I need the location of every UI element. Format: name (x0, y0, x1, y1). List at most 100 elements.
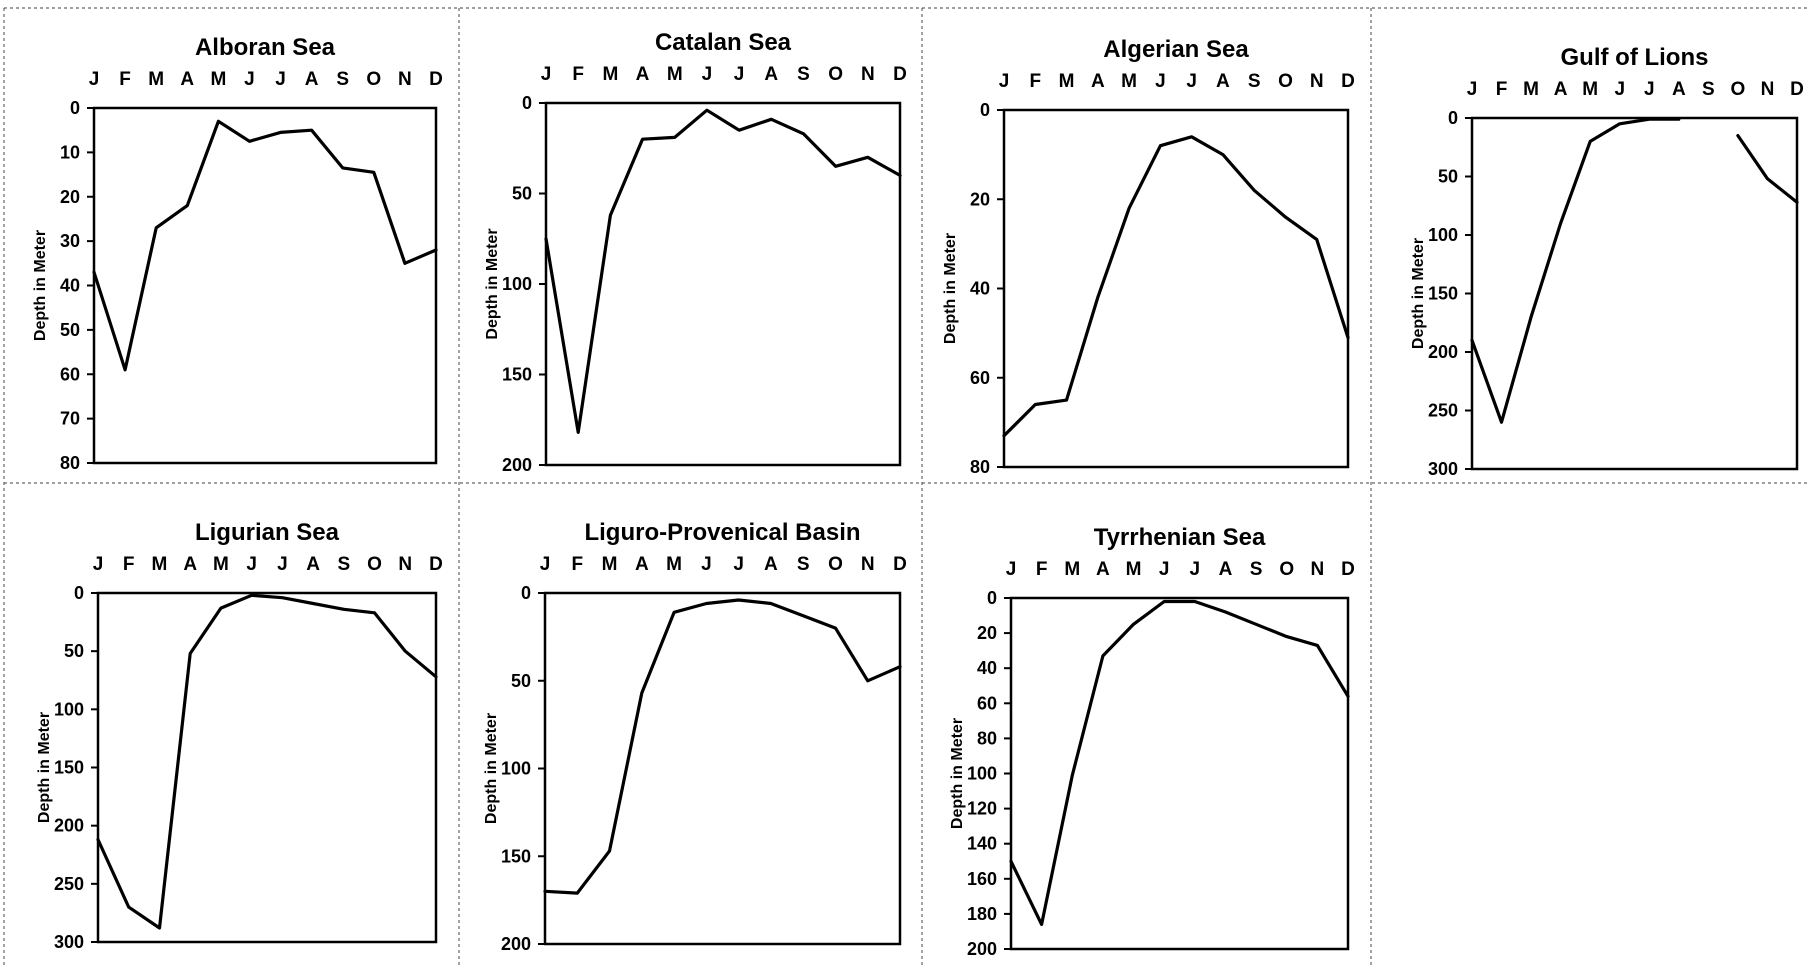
y-tick-label: 0 (987, 588, 997, 608)
x-tick-label: A (1554, 79, 1568, 100)
y-tick-label: 200 (501, 934, 531, 954)
y-tick-label: 200 (1428, 342, 1458, 362)
x-tick-label: M (210, 69, 226, 90)
x-tick-label: J (1186, 71, 1197, 92)
y-axis-label: Depth in Meter (942, 233, 959, 344)
x-tick-label: N (398, 69, 412, 90)
x-tick-label: A (1672, 79, 1686, 100)
y-tick-label: 60 (977, 693, 997, 713)
y-tick-label: 80 (60, 453, 80, 473)
y-tick-label: 80 (977, 728, 997, 748)
y-tick-label: 100 (502, 274, 532, 294)
y-tick-label: 0 (980, 100, 990, 120)
y-tick-label: 0 (70, 98, 80, 118)
x-tick-label: S (336, 69, 349, 90)
x-tick-label: M (666, 554, 682, 575)
x-tick-label: D (429, 554, 443, 575)
x-tick-label: M (602, 554, 618, 575)
y-tick-label: 250 (1428, 401, 1458, 421)
y-tick-label: 40 (970, 279, 990, 299)
series-line (1002, 135, 1350, 438)
y-tick-label: 120 (967, 799, 997, 819)
x-tick-label: D (1341, 71, 1355, 92)
plot-frame (543, 591, 902, 946)
y-axis-label: Depth in Meter (483, 713, 500, 824)
x-tick-label: M (1582, 79, 1598, 100)
x-tick-label: M (667, 64, 683, 85)
x-tick-label: F (119, 69, 131, 90)
x-tick-label: A (180, 69, 194, 90)
y-tick-label: 20 (970, 189, 990, 209)
x-tick-label: J (93, 554, 104, 575)
x-tick-label: A (636, 64, 650, 85)
y-axis-label: Depth in Meter (32, 230, 49, 341)
x-tick-label: D (1341, 559, 1355, 580)
y-tick-label: 100 (967, 764, 997, 784)
y-tick-label: 50 (64, 641, 84, 661)
x-tick-label: J (541, 64, 552, 85)
x-tick-label: A (305, 69, 319, 90)
y-tick-label: 80 (970, 457, 990, 477)
y-tick-label: 50 (511, 671, 531, 691)
x-tick-label: J (89, 69, 100, 90)
series-line (1470, 117, 1681, 424)
x-tick-label: D (1790, 79, 1804, 100)
chart-title: Algerian Sea (1103, 36, 1249, 63)
series-line (1736, 134, 1799, 204)
series-line (96, 593, 438, 930)
y-tick-label: 200 (54, 816, 84, 836)
x-tick-label: N (1761, 79, 1775, 100)
y-tick-label: 60 (60, 364, 80, 384)
y-tick-label: 140 (967, 834, 997, 854)
x-tick-label: F (1029, 71, 1041, 92)
x-tick-label: N (861, 64, 875, 85)
x-tick-label: J (733, 554, 744, 575)
x-tick-label: J (244, 69, 255, 90)
x-tick-label: D (893, 64, 907, 85)
x-tick-label: A (183, 554, 197, 575)
x-tick-label: A (1096, 559, 1110, 580)
x-tick-label: S (1248, 71, 1261, 92)
x-tick-label: F (123, 554, 135, 575)
y-tick-label: 0 (1448, 108, 1458, 128)
x-tick-label: J (999, 71, 1010, 92)
y-tick-label: 100 (54, 699, 84, 719)
y-tick-label: 70 (60, 409, 80, 429)
x-tick-label: M (1064, 559, 1080, 580)
y-axis-label: Depth in Meter (1410, 238, 1427, 349)
y-tick-label: 150 (54, 758, 84, 778)
x-tick-label: J (702, 64, 713, 85)
series-line (543, 598, 902, 895)
x-tick-label: M (1126, 559, 1142, 580)
y-tick-label: 150 (501, 846, 531, 866)
x-tick-label: O (1278, 71, 1293, 92)
x-tick-label: D (893, 554, 907, 575)
x-tick-label: M (1121, 71, 1137, 92)
y-tick-label: 180 (967, 904, 997, 924)
y-tick-label: 200 (967, 939, 997, 959)
y-tick-label: 20 (60, 187, 80, 207)
y-axis-label: Depth in Meter (949, 718, 966, 829)
panel-grid-lines (3, 7, 1808, 965)
plot-frame (1470, 116, 1799, 471)
x-tick-label: N (1310, 559, 1324, 580)
x-tick-label: O (367, 554, 382, 575)
x-tick-label: A (635, 554, 649, 575)
x-tick-label: J (277, 554, 288, 575)
series-line (544, 108, 902, 434)
y-tick-label: 0 (74, 583, 84, 603)
x-tick-label: S (337, 554, 350, 575)
y-tick-label: 100 (1428, 225, 1458, 245)
y-tick-label: 150 (502, 365, 532, 385)
x-tick-label: N (861, 554, 875, 575)
x-tick-label: O (1279, 559, 1294, 580)
x-tick-label: J (540, 554, 551, 575)
x-tick-label: J (1644, 79, 1655, 100)
plot-frame (96, 591, 438, 944)
x-tick-label: F (571, 554, 583, 575)
